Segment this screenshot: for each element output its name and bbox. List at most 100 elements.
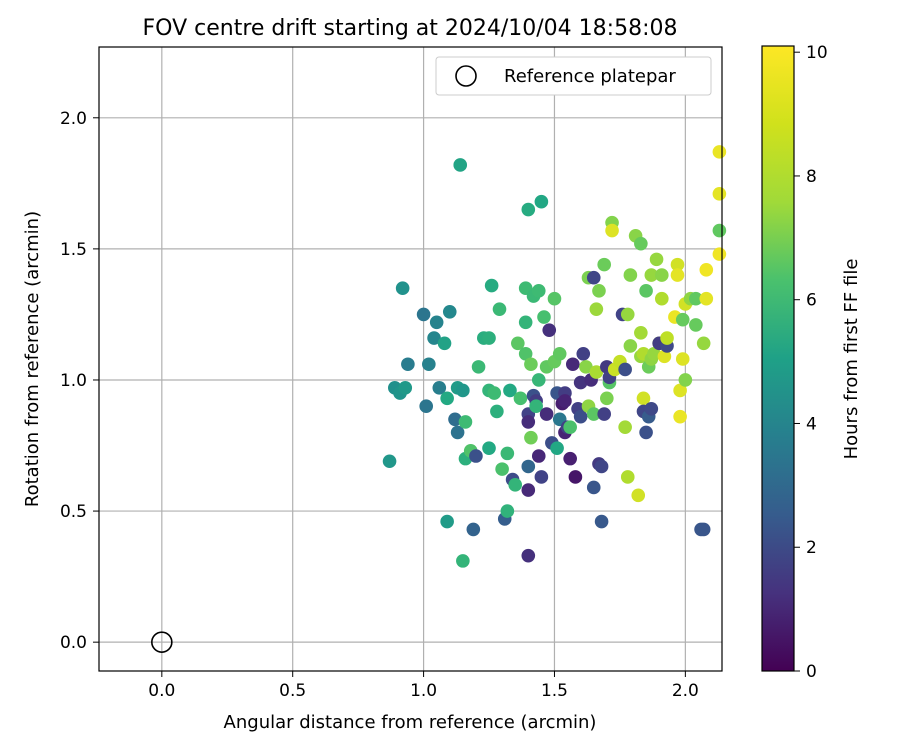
colorbar: 0 2 4 6 8 10 Hours from first FF file [761, 43, 862, 682]
data-point [547, 291, 562, 306]
data-point [395, 281, 410, 296]
data-point [594, 514, 609, 529]
data-point [589, 365, 604, 379]
data-point [639, 425, 653, 440]
colorbar-tick-label: 8 [806, 167, 817, 187]
data-point [448, 412, 462, 427]
data-point [654, 291, 669, 306]
data-point [508, 478, 523, 492]
data-point [689, 318, 703, 332]
colorbar-tick-label: 2 [806, 538, 817, 558]
data-point [620, 470, 635, 484]
data-point [521, 483, 536, 497]
data-point [521, 459, 536, 474]
data-point [620, 307, 635, 322]
data-point [482, 331, 496, 345]
data-point [521, 415, 536, 429]
data-point [529, 399, 543, 413]
data-point [442, 305, 457, 319]
data-points [382, 145, 727, 568]
data-point [689, 291, 703, 306]
colorbar-tick-label: 10 [806, 43, 828, 63]
y-tick-label: 0.0 [60, 633, 87, 653]
data-point [511, 336, 525, 351]
data-point [660, 331, 674, 345]
data-point [518, 315, 533, 330]
data-point [657, 349, 672, 364]
y-tick-label: 0.5 [60, 502, 87, 522]
data-point [419, 399, 434, 413]
data-point [696, 336, 711, 351]
data-point [636, 391, 651, 406]
data-point [573, 409, 588, 424]
plot-frame [98, 46, 723, 672]
data-point [456, 383, 470, 398]
data-point [589, 302, 604, 316]
x-tick-label: 2.0 [672, 681, 699, 701]
data-point [675, 352, 690, 366]
reference-marker [151, 631, 173, 653]
data-point [673, 383, 687, 398]
data-point [644, 268, 659, 282]
data-point [521, 202, 536, 217]
data-point [649, 252, 664, 267]
data-point [539, 407, 554, 421]
data-point [670, 257, 685, 272]
data-point [605, 223, 619, 238]
data-point [618, 362, 632, 377]
x-axis-ticks: 0.0 0.5 1.0 1.5 2.0 [148, 671, 699, 701]
data-point [594, 459, 609, 474]
data-point [579, 360, 593, 374]
data-point [495, 462, 509, 476]
data-point [531, 449, 546, 463]
legend-box [435, 56, 712, 96]
data-point [673, 409, 687, 424]
data-point [623, 339, 638, 353]
data-point [487, 386, 502, 400]
data-point [482, 441, 496, 455]
data-point [618, 420, 632, 434]
data-point [531, 284, 546, 298]
y-tick-label: 1.0 [60, 371, 87, 391]
data-point [675, 312, 690, 327]
data-point [568, 470, 583, 484]
data-point [429, 315, 444, 330]
data-point [466, 522, 481, 537]
data-point [634, 325, 648, 340]
data-point [712, 223, 727, 238]
data-point [432, 381, 447, 395]
x-tick-label: 0.5 [279, 681, 306, 701]
data-point [453, 158, 468, 172]
data-point [563, 451, 577, 466]
data-point [513, 391, 528, 406]
data-point [631, 488, 646, 503]
colorbar-tick-label: 6 [806, 291, 817, 311]
colorbar-gradient [761, 45, 795, 672]
data-point [492, 302, 507, 316]
chart-title: FOV centre drift starting at 2024/10/04 … [143, 16, 678, 41]
data-point [576, 346, 591, 361]
data-point [382, 454, 397, 469]
data-point [634, 236, 648, 251]
data-point [552, 346, 567, 361]
data-point [670, 268, 685, 282]
data-point [440, 514, 454, 529]
data-point [600, 391, 614, 406]
data-point [503, 383, 517, 398]
x-tick-label: 1.0 [410, 681, 437, 701]
data-point [699, 263, 714, 277]
data-point [440, 391, 454, 406]
data-point [586, 480, 601, 495]
data-point [712, 145, 727, 159]
data-point [518, 346, 533, 361]
data-point [712, 247, 727, 261]
data-point [542, 323, 557, 337]
data-point [521, 548, 536, 563]
colorbar-label: Hours from first FF file [841, 259, 862, 460]
x-tick-label: 1.5 [541, 681, 568, 701]
colorbar-tick-label: 4 [806, 414, 817, 434]
reference-point [151, 631, 173, 653]
data-point [458, 415, 473, 429]
data-point [696, 522, 711, 537]
